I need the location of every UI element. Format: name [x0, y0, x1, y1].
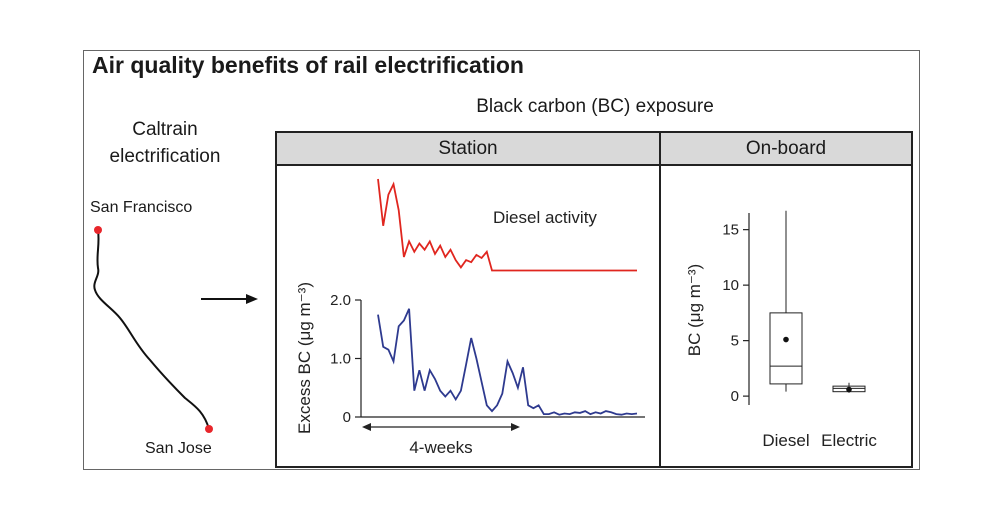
- figure-frame: [83, 50, 920, 470]
- station-y-tick-label: 0: [343, 409, 351, 426]
- category-label: Diesel: [762, 431, 809, 450]
- diesel-activity-annotation: Diesel activity: [493, 208, 597, 227]
- station-y-axis-label: Excess BC (μg m⁻³): [295, 282, 314, 434]
- arrow-icon: [201, 294, 258, 304]
- station-dot-san-francisco: [94, 226, 102, 234]
- onboard-y-tick-label: 0: [731, 388, 739, 405]
- box-diesel: Diesel: [762, 210, 810, 450]
- station-dot-san-jose: [205, 425, 213, 433]
- onboard-y-tick-label: 5: [731, 333, 739, 350]
- mean-dot: [846, 386, 852, 393]
- onboard-y-tick-label: 15: [722, 222, 739, 239]
- station-y-tick-label: 2.0: [330, 292, 351, 309]
- box-electric: Electric: [821, 382, 877, 450]
- caltrain-label-line1: Caltrain: [132, 119, 198, 140]
- panel-header-onboard: On-board: [661, 133, 911, 166]
- onboard-box-plot: 0 5 10 15 BC (μg m⁻³) Diesel Electric: [685, 210, 877, 450]
- city-san-jose: San Jose: [145, 440, 212, 457]
- four-weeks-label: 4-weeks: [409, 438, 472, 457]
- station-line-chart: 0 1.0 2.0 Excess BC (μg m⁻³) Diesel activi…: [295, 178, 645, 457]
- caltrain-route: [93, 229, 210, 430]
- category-label: Electric: [821, 431, 877, 450]
- mean-dot: [783, 336, 789, 343]
- station-y-tick-label: 1.0: [330, 351, 351, 368]
- city-san-francisco: San Francisco: [90, 199, 193, 216]
- diesel-activity-line: [377, 178, 637, 272]
- box-body: [769, 312, 803, 385]
- figure-subtitle: Black carbon (BC) exposure: [476, 96, 714, 117]
- figure-title: Air quality benefits of rail electrifica…: [92, 52, 524, 78]
- onboard-y-axis-label: BC (μg m⁻³): [685, 264, 704, 356]
- panel-divider: [659, 131, 661, 468]
- panel-header-station: Station: [277, 133, 659, 166]
- caltrain-label-line2: electrification: [109, 146, 221, 167]
- four-weeks-span-arrow: [362, 423, 520, 431]
- excess-bc-line: [377, 308, 638, 416]
- onboard-y-tick-label: 10: [722, 277, 739, 294]
- panel-box: [275, 131, 913, 468]
- caltrain-label: Caltrain electrification: [85, 116, 245, 170]
